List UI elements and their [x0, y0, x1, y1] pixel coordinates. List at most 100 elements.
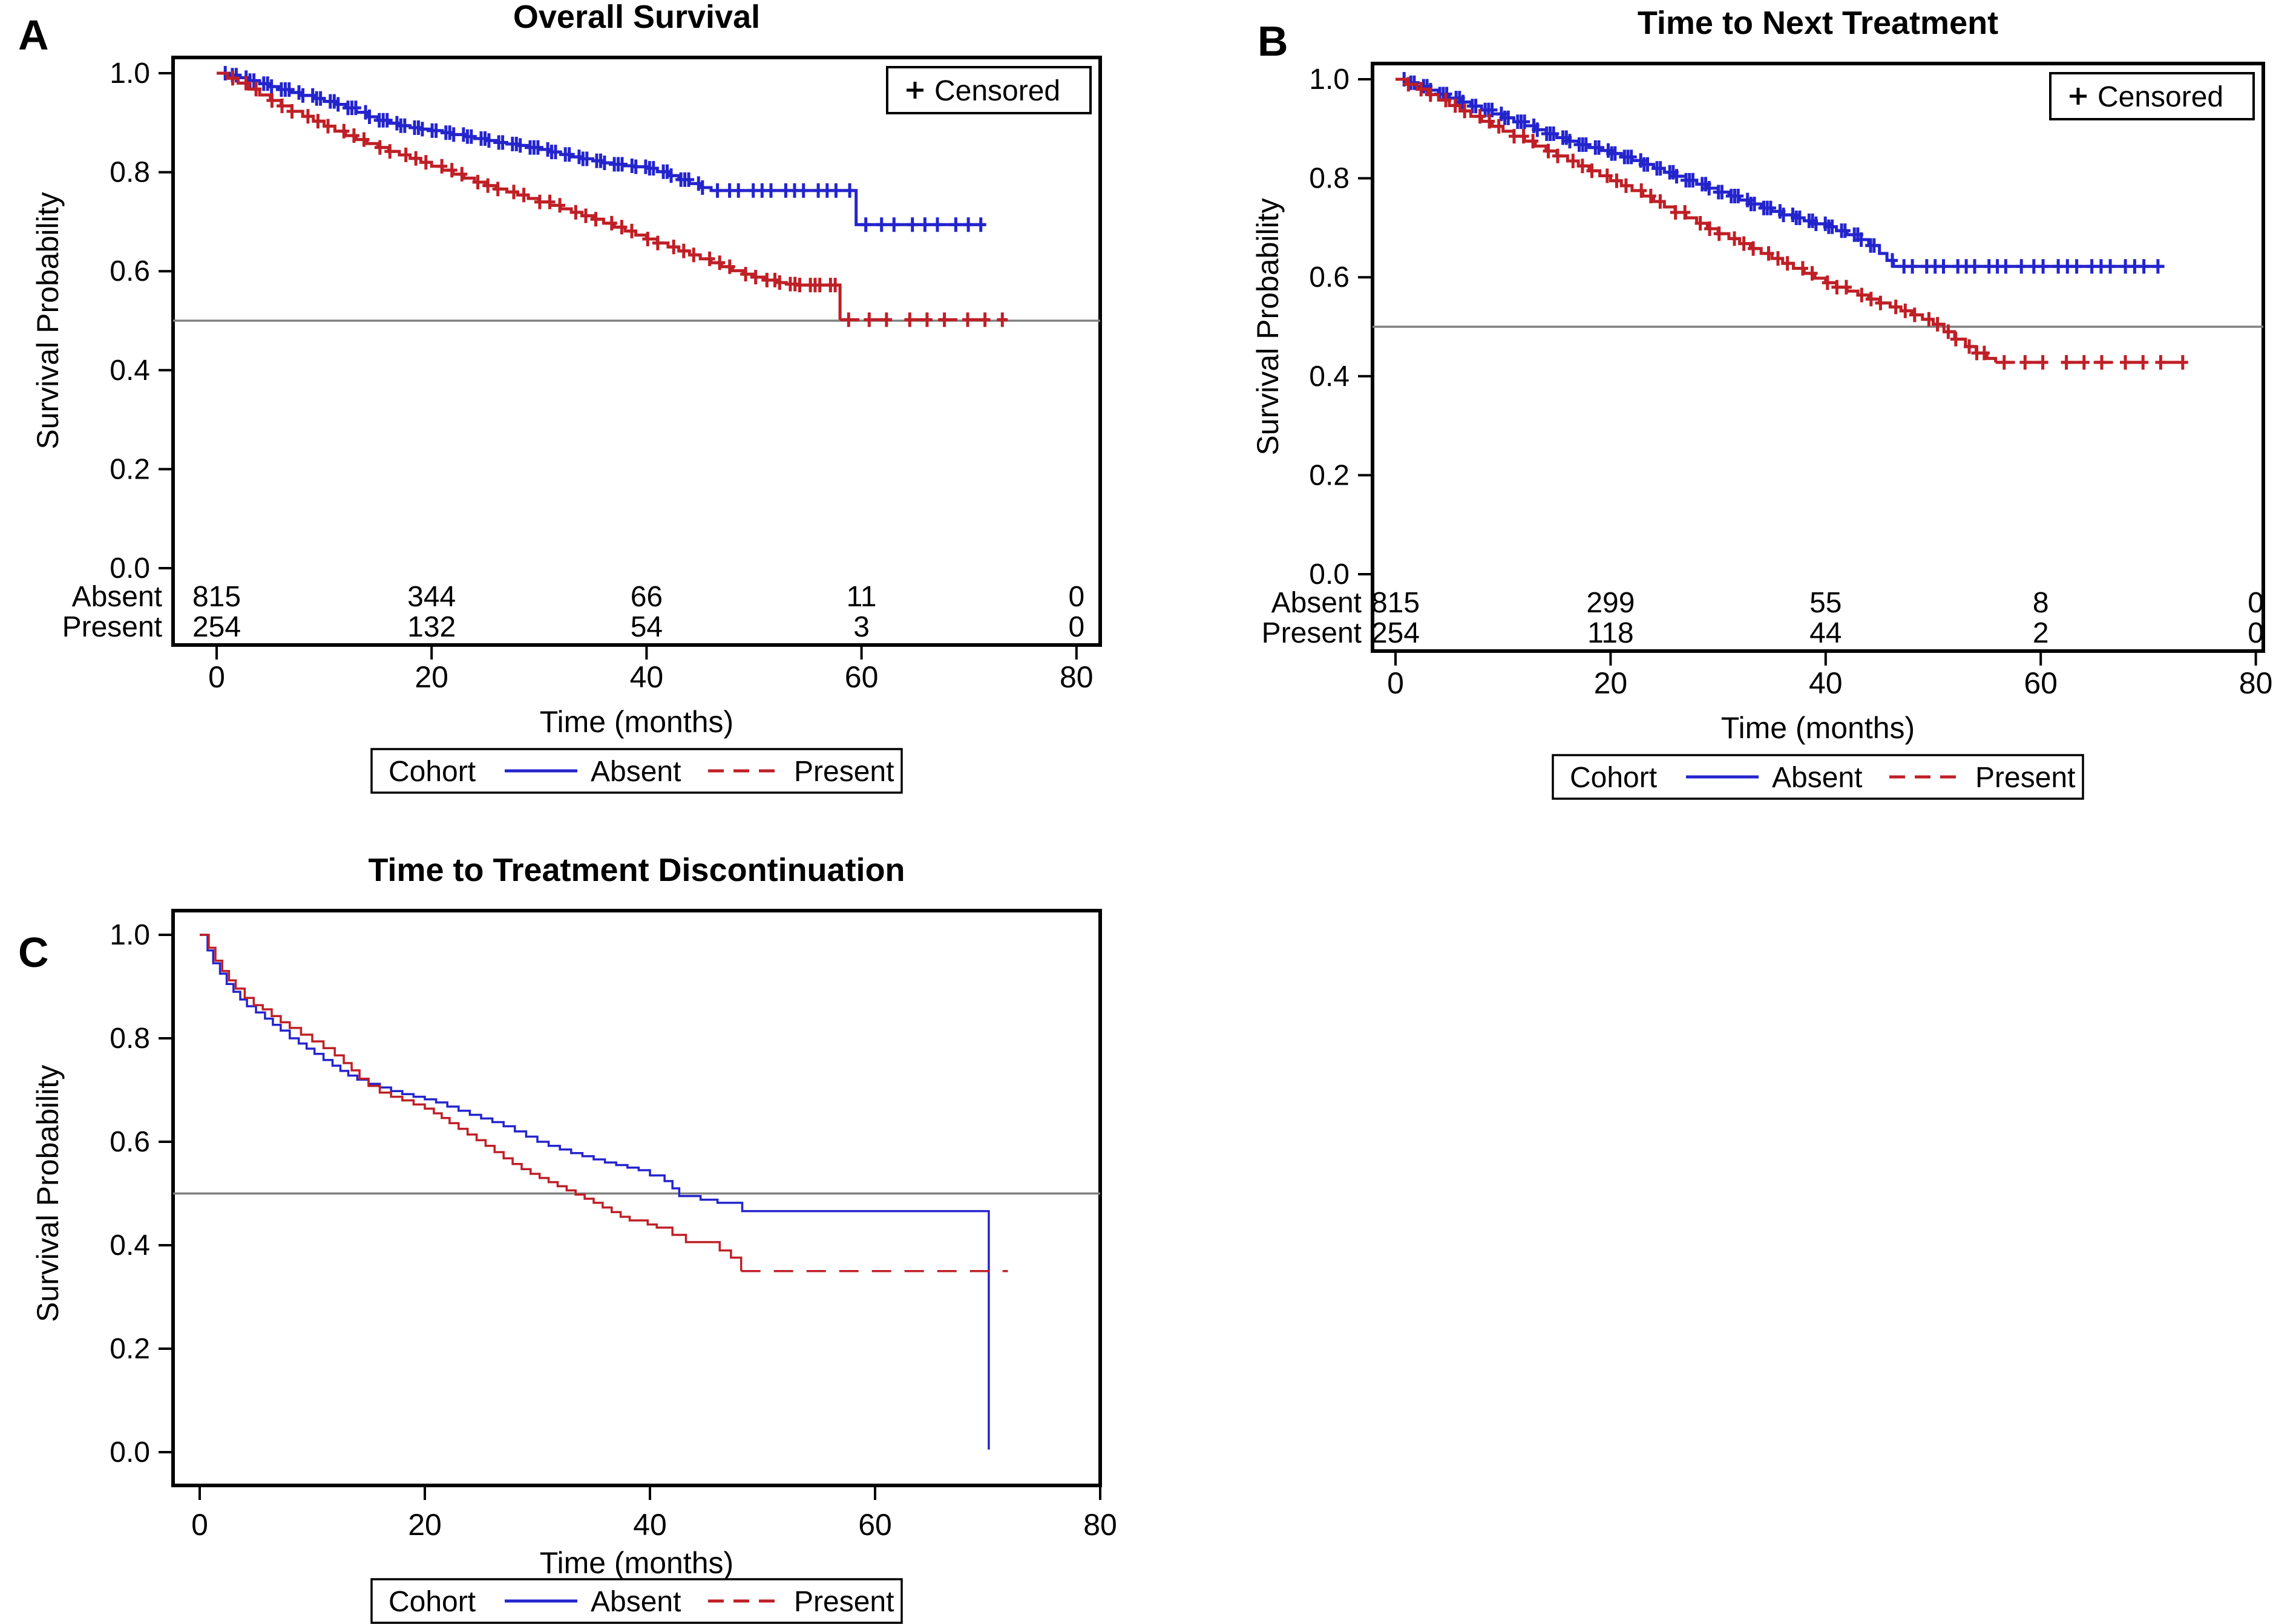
y-tick-label: 0.2 [1309, 459, 1350, 491]
x-tick-label: 40 [630, 660, 664, 694]
legend-title: Cohort [389, 756, 476, 788]
x-tick-label: 80 [1083, 1508, 1117, 1542]
panel-label-a: A [18, 11, 49, 59]
x-tick-label: 60 [858, 1508, 892, 1542]
y-tick-label: 1.0 [1309, 64, 1350, 96]
panel-a-title: Overall Survival [513, 0, 760, 35]
censor-plus-icon [907, 82, 923, 99]
y-tick-label: 0.4 [110, 1229, 150, 1262]
x-tick-label: 20 [415, 660, 448, 694]
y-tick-label: 1.0 [110, 919, 150, 951]
risk-count: 54 [631, 611, 663, 643]
x-tick-label: 40 [633, 1508, 667, 1542]
risk-row-label-absent: Absent [1271, 587, 1362, 619]
risk-count: 0 [1068, 581, 1084, 613]
x-tick-label: 0 [191, 1508, 208, 1542]
risk-row-label-absent: Absent [72, 581, 162, 613]
y-tick-label: 0.8 [1309, 163, 1350, 195]
x-tick-label: 80 [2239, 666, 2273, 700]
risk-count: 299 [1586, 587, 1635, 619]
risk-count: 44 [1809, 617, 1842, 649]
x-tick-label: 40 [1809, 666, 1843, 700]
y-tick-label: 0.2 [110, 453, 150, 485]
plot-box [1371, 62, 2265, 653]
cohort-legend: Cohort Absent Present [370, 1578, 903, 1624]
censored-legend-box: Censored [2049, 72, 2255, 120]
plot-box [171, 909, 1102, 1487]
legend-label-present: Present [794, 756, 894, 788]
risk-count: 0 [2248, 617, 2264, 649]
censored-label: Censored [934, 75, 1060, 107]
y-tick-label: 0.0 [110, 552, 150, 584]
legend-label-absent: Absent [591, 1586, 681, 1618]
risk-count: 8 [2033, 587, 2049, 619]
legend-title: Cohort [1570, 762, 1657, 794]
y-tick-label: 0.6 [1309, 261, 1350, 293]
risk-count: 815 [192, 581, 241, 613]
risk-count: 344 [407, 581, 456, 613]
risk-count: 2 [2033, 617, 2049, 649]
x-tick-label: 60 [2024, 666, 2058, 700]
x-tick-label: 20 [1594, 666, 1628, 700]
panel-a: A Overall Survival 0.0 0.2 0.4 0.6 0.8 1.0 0 20 40… [18, 0, 1102, 794]
survival-curve-absent [200, 934, 990, 1450]
cohort-legend: Cohort Absent Present [1552, 754, 2084, 800]
x-axis-label: Time (months) [540, 705, 733, 739]
y-tick-label: 0.8 [110, 1023, 150, 1055]
x-tick-label: 0 [1387, 666, 1404, 700]
panel-c: C Time to Treatment Discontinuation 0.0 0.2… [18, 852, 1117, 1624]
panel-b-title: Time to Next Treatment [1638, 5, 1998, 41]
legend-label-absent: Absent [591, 756, 681, 788]
panel-label-c: C [18, 929, 49, 976]
legend-border [370, 1578, 903, 1624]
y-tick-label: 0.6 [110, 1126, 150, 1158]
legend-border [370, 748, 903, 794]
y-tick-label: 0.0 [110, 1436, 150, 1468]
y-tick-label: 0.4 [110, 355, 150, 387]
y-tick-label: 0.6 [110, 255, 150, 287]
legend-label-present: Present [1975, 762, 2075, 794]
panel-label-b: B [1258, 18, 1288, 65]
censor-marks-present [1403, 77, 2188, 370]
x-axis-label: Time (months) [540, 1546, 733, 1580]
plot-box [171, 56, 1102, 647]
censor-marks-absent [1399, 72, 2163, 274]
legend-label-absent: Absent [1772, 762, 1862, 794]
risk-row-label-present: Present [62, 611, 162, 643]
legend-title: Cohort [389, 1586, 476, 1618]
panel-c-title: Time to Treatment Discontinuation [368, 852, 905, 888]
censored-label: Censored [2098, 81, 2223, 113]
x-tick-label: 0 [208, 660, 225, 694]
y-tick-label: 0.2 [110, 1333, 150, 1365]
x-axis-label: Time (months) [1721, 711, 1915, 745]
panel-b: B Time to Next Treatment 0.0 0.2 0.4 0.6 0.8 1.… [1251, 5, 2273, 800]
risk-count: 132 [407, 611, 456, 643]
censor-marks-absent [220, 66, 986, 232]
x-tick-label: 80 [1060, 660, 1094, 694]
y-tick-label: 1.0 [110, 57, 150, 90]
survival-curve-absent [217, 71, 985, 226]
legend-label-present: Present [794, 1586, 894, 1618]
risk-count: 55 [1809, 587, 1842, 619]
risk-count: 0 [1068, 611, 1084, 643]
censored-legend-box: Censored [886, 66, 1092, 114]
x-tick-label: 20 [408, 1508, 442, 1542]
risk-count: 3 [853, 611, 870, 643]
legend-border [1552, 754, 2084, 800]
y-tick-label: 0.0 [1309, 558, 1350, 591]
censor-marks-present [227, 71, 1008, 327]
risk-row-label-present: Present [1262, 617, 1362, 649]
risk-count: 118 [1587, 617, 1634, 649]
risk-count: 66 [631, 581, 663, 613]
y-tick-label: 0.4 [1309, 361, 1350, 393]
risk-count: 254 [1371, 617, 1420, 649]
cohort-legend: Cohort Absent Present [370, 748, 903, 794]
y-axis-label: Survival Probability [31, 192, 65, 449]
y-tick-label: 0.8 [110, 157, 150, 189]
risk-count: 254 [192, 611, 241, 643]
y-axis-label: Survival Probability [1251, 198, 1285, 455]
x-tick-label: 60 [845, 660, 879, 694]
y-axis-label: Survival Probability [31, 1065, 65, 1322]
